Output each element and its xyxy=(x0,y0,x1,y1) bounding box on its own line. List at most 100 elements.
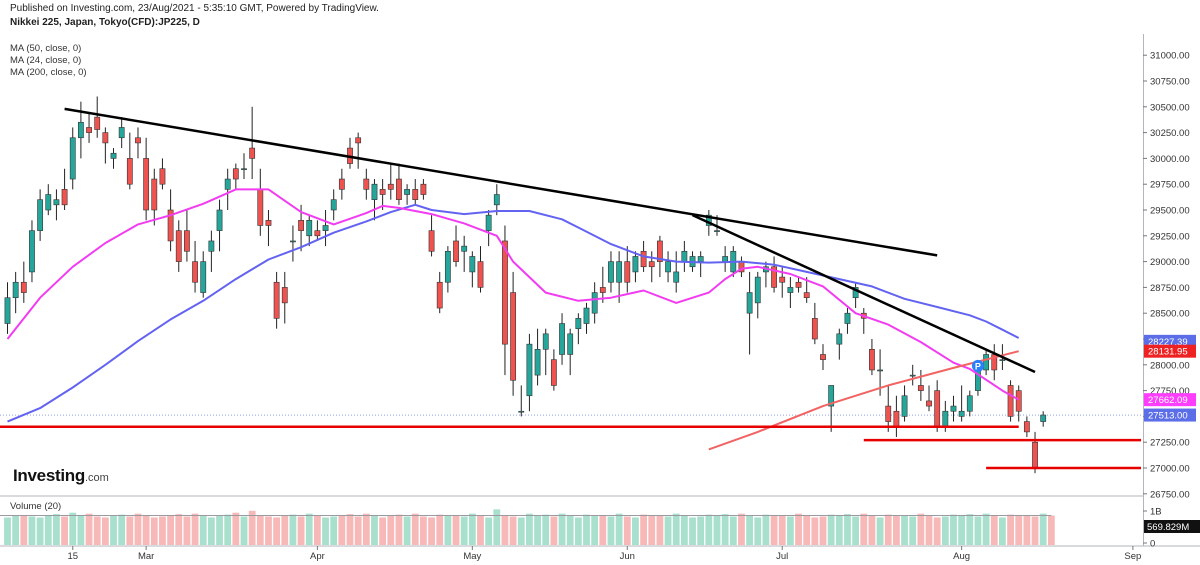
price-label-bg xyxy=(1144,334,1196,348)
volume-bar xyxy=(958,515,966,545)
candle-body xyxy=(599,287,606,293)
y-tick-label: 31000.00 xyxy=(1150,51,1190,62)
candle-body xyxy=(200,261,207,293)
candle xyxy=(306,215,313,247)
candle-body xyxy=(118,127,125,139)
volume-bar xyxy=(281,516,289,545)
candle-body xyxy=(526,343,533,397)
candle-body xyxy=(363,178,370,190)
candle xyxy=(1023,416,1030,438)
candle-body xyxy=(828,385,835,407)
volume-bar xyxy=(183,516,191,545)
candle xyxy=(836,328,843,360)
y-tick-label: 29250.00 xyxy=(1150,231,1190,242)
volume-last-bg xyxy=(1144,520,1200,533)
candle xyxy=(314,220,321,241)
volume-bar xyxy=(534,515,541,545)
candle-body xyxy=(192,261,198,283)
volume-bar xyxy=(860,513,868,545)
candle-body xyxy=(926,400,932,407)
candle-body xyxy=(53,199,60,206)
volume-bar xyxy=(444,516,452,545)
candle xyxy=(926,385,932,412)
x-tick-label: 15 xyxy=(67,551,78,562)
volume-bar xyxy=(150,517,158,545)
volume-bar xyxy=(142,515,150,545)
volume-bar xyxy=(207,517,215,545)
candle xyxy=(126,132,133,190)
y-tick-label: 27250.00 xyxy=(1150,438,1190,449)
candle xyxy=(265,210,272,247)
volume-bar xyxy=(640,514,647,545)
price-label-ma50: 28227.39 xyxy=(1144,334,1196,348)
candle-body xyxy=(502,240,508,345)
volume-bar xyxy=(729,516,737,545)
candle-body xyxy=(412,189,419,200)
volume-bar xyxy=(803,515,811,545)
volume-bar xyxy=(591,516,599,545)
candle xyxy=(567,328,574,376)
volume-bar xyxy=(322,517,329,545)
volume-bar xyxy=(403,516,411,545)
volume-bar xyxy=(819,516,827,545)
candle-body xyxy=(143,158,150,211)
candle xyxy=(893,395,900,438)
candle-body xyxy=(779,276,786,283)
candle xyxy=(860,308,867,334)
volume-bar xyxy=(477,515,484,545)
candle xyxy=(94,96,101,138)
candle xyxy=(811,302,818,345)
y-tick-label: 30500.00 xyxy=(1150,102,1190,113)
candle xyxy=(820,344,826,370)
candle-body xyxy=(110,152,117,159)
candle xyxy=(281,271,288,324)
candle xyxy=(803,277,810,303)
candle xyxy=(966,390,973,417)
volume-bar xyxy=(428,517,435,545)
volume-bar xyxy=(517,517,525,545)
candle xyxy=(290,225,296,262)
y-tick-label: 28750.00 xyxy=(1150,283,1190,294)
candle xyxy=(20,261,27,303)
candle-body xyxy=(950,405,957,412)
candle xyxy=(143,137,150,221)
y-tick-label: 27750.00 xyxy=(1150,386,1190,397)
candle xyxy=(934,380,941,432)
logo-suffix: .com xyxy=(84,472,109,484)
candle xyxy=(61,168,68,210)
candle xyxy=(37,189,44,241)
y-tick-label: 29750.00 xyxy=(1150,180,1190,191)
candle xyxy=(224,168,231,210)
candle-body xyxy=(298,220,304,231)
candle xyxy=(241,153,247,180)
candle-body xyxy=(314,230,321,237)
candle xyxy=(257,168,264,236)
volume-bar xyxy=(452,515,460,545)
volume-bar xyxy=(1023,515,1031,545)
candle-body xyxy=(917,385,924,391)
candle-body xyxy=(69,137,76,180)
candle-body xyxy=(257,189,264,226)
volume-bar xyxy=(199,515,207,545)
volume-bar xyxy=(248,510,256,545)
candle xyxy=(371,179,378,221)
y-tick-label: 28000.00 xyxy=(1150,360,1190,371)
volume-bar xyxy=(917,513,925,545)
candle-body xyxy=(281,287,288,304)
candle xyxy=(338,168,345,200)
chart-title: Nikkei 225, Japan, Tokyo(CFD):JP225, D xyxy=(10,17,200,28)
p-marker-text: P xyxy=(975,361,981,371)
candle-body xyxy=(94,116,101,130)
candle-body xyxy=(999,359,1006,361)
logo-text: Investing xyxy=(13,466,85,485)
candle xyxy=(69,127,76,190)
candle xyxy=(45,184,52,216)
volume-bar xyxy=(884,514,892,545)
volume-bar xyxy=(656,515,664,545)
candle-body xyxy=(428,230,435,252)
y-tick-label: 28500.00 xyxy=(1150,309,1190,320)
candle xyxy=(118,117,125,149)
candle-body xyxy=(754,276,761,304)
volume-bar xyxy=(738,513,745,545)
